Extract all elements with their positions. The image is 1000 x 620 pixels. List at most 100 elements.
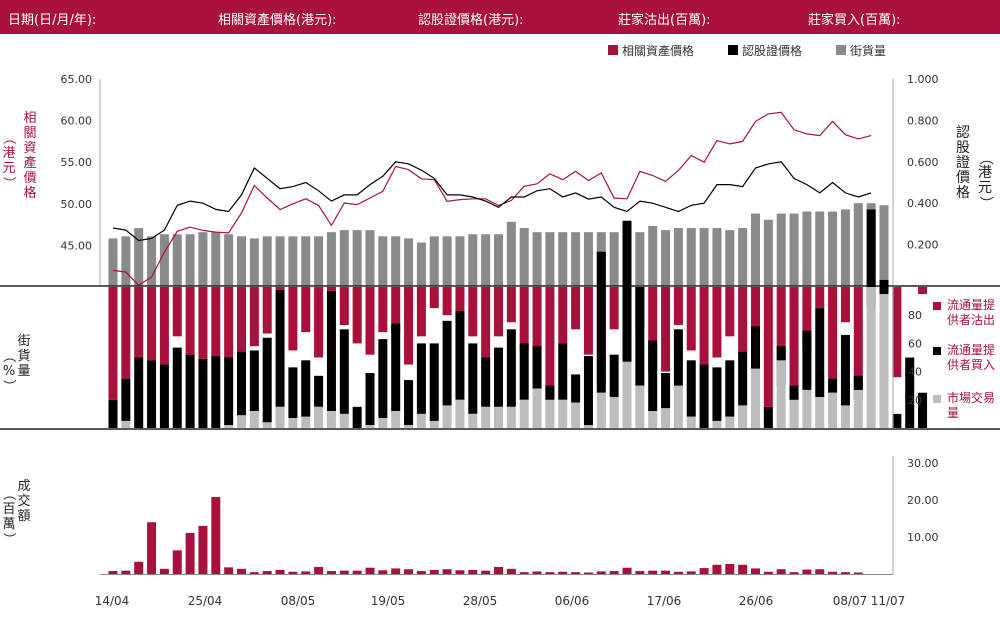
left-axis-unit: （ 港元） [1,131,16,189]
lp-sell-bar [763,287,773,407]
lp-buy-bar [198,358,208,428]
lp-buy-bar [404,380,414,426]
turnover-bar [699,568,709,574]
lp-buy-bar [879,279,889,295]
right-tick-label: 0.200 [907,239,939,252]
street-volume-bar [262,236,272,286]
right-axis-unit-char: （ [977,151,993,165]
market-volume-bar [802,389,812,428]
market-volume-bar [224,425,234,428]
turnover-bar [506,568,516,574]
right-axis-unit-char: 元 [978,180,992,196]
lp-buy-bar [352,406,362,428]
street-volume-bar [583,232,593,286]
lp-sell-bar [455,287,465,323]
turnover-bar [262,571,272,574]
bottom-tick-label: 10.00 [907,531,939,544]
street-volume-bar [121,236,131,286]
right-axis-title-char: 認 [956,125,970,141]
lp-sell-bar [326,287,336,295]
market-volume-bar [609,396,619,428]
legend-label: 認股證價格 [742,43,802,58]
turnover-bar [840,572,850,574]
street-volume-bar [751,213,760,286]
turnover-bar [404,569,414,574]
turnover-bar [172,550,182,574]
lp-sell-bar [134,287,144,358]
lp-buy-bar [391,323,401,412]
lp-sell-bar [301,287,311,333]
warrant-price-field-label: 認股證價格(港元): [418,13,524,28]
legend-line: 流通量提 [947,342,995,357]
legend-line: 供者買入 [947,358,995,372]
turnover-bar [314,566,324,574]
turnover-bar [121,570,131,574]
market-volume-bar [596,392,606,428]
street-volume-bar [365,230,375,286]
bottom-axis-unit: （ 百萬） [1,487,16,545]
left-axis-unit-char: （ [1,131,16,144]
middle-legend-label: 流通量提供者買入 [947,342,995,372]
street-volume-bar [416,242,426,286]
street-volume-bar [211,232,221,286]
x-tick-label: 26/06 [739,594,774,608]
lp-buy-bar [134,357,144,428]
lp-sell-bar [673,287,683,326]
street-volume-bar [147,236,157,286]
lp-sell-bar [185,287,195,355]
middle-axis-unit-char: % [3,364,15,379]
lp-sell-bar [815,287,825,309]
lp-sell-bar [108,287,118,400]
turnover-bar [494,566,503,574]
turnover-bar [776,569,786,574]
street-volume-bar [198,232,208,286]
street-volume-bar [275,236,285,286]
street-volume-bar [159,234,169,286]
lp-buy-bar [892,413,902,428]
lp-sell-bar [506,287,516,323]
turnover-bar [185,532,195,574]
market-volume-bar [545,399,555,428]
x-tick-label: 11/07 [871,594,906,608]
middle-legend-swatch [933,395,941,403]
lp-buy-bar [532,346,542,389]
turnover-bar [635,571,645,574]
right-tick-label: 1.000 [907,73,939,86]
market-volume-bar [237,415,246,428]
x-tick-label: 08/05 [281,594,316,608]
market-volume-bar [314,406,324,428]
legend-label: 相關資產價格 [622,43,694,58]
street-volume-bar [545,232,555,286]
market-volume-bar [828,392,838,428]
lp-buy-bar [429,343,439,421]
street-volume-bar [571,232,581,286]
legend-swatch [728,45,738,55]
turnover-bar [648,570,658,574]
lp-buy-bar [416,343,426,414]
street-volume-bar [519,228,529,286]
lp-buy-bar [661,373,671,409]
lp-buy-bar [442,320,452,406]
street-volume-bar [301,236,311,286]
lp-sell-bar [699,287,709,365]
street-volume-bar [391,236,401,286]
lp-sell-bar [481,287,491,358]
turnover-bar [532,571,542,574]
market-volume-bar [249,411,259,428]
turnover-bar [519,572,529,574]
lp-sell-bar [198,287,208,359]
lp-sell-bar [468,287,478,337]
lp-sell-bar [725,287,735,337]
lp-buy-bar [751,326,760,369]
market-volume-bar [506,406,516,428]
turnover-bar [661,570,671,574]
lp-sell-bar [224,287,234,358]
lp-buy-bar [339,329,349,414]
legend-line: 量 [947,406,959,420]
right-axis-title: 認股證價格 [956,125,970,201]
turnover-bar [738,564,748,574]
right-tick-label: 0.800 [907,114,939,127]
lp-sell-bar [853,287,863,400]
market-volume-bar [853,389,863,428]
market-volume-bar [712,420,722,428]
